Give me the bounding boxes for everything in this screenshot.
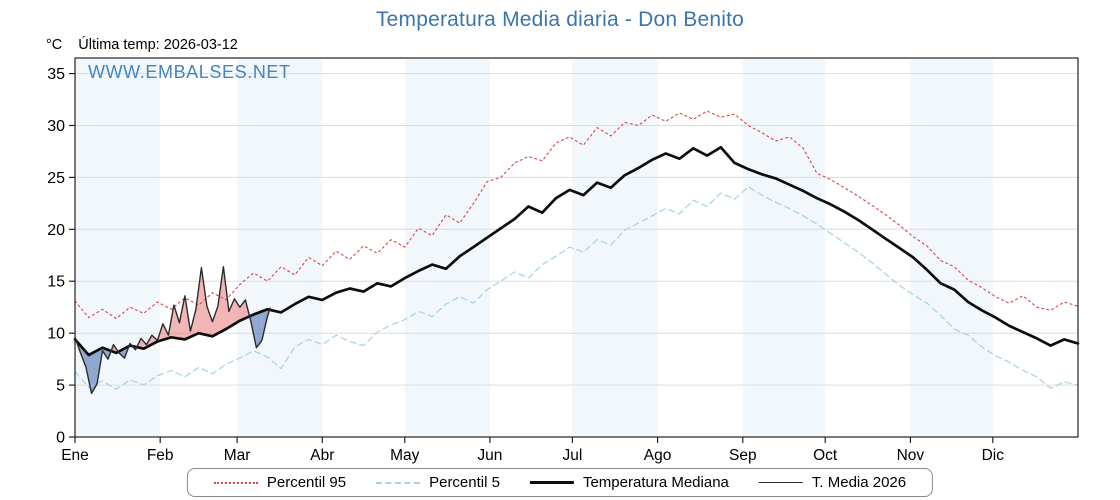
x-tick-label: Abr	[310, 447, 334, 464]
y-tick-label: 30	[47, 118, 65, 135]
legend-item-mediana: Temperatura Mediana	[529, 474, 729, 491]
fill-above-median	[212, 306, 218, 337]
legend-item-tmedia2026: T. Media 2026	[758, 474, 907, 491]
month-band	[237, 58, 323, 437]
legend: Percentil 95 Percentil 5 Temperatura Med…	[186, 468, 934, 497]
y-tick-label: 15	[47, 274, 65, 291]
legend-label-tmedia2026: T. Media 2026	[811, 474, 907, 491]
last-temp-label: Última temp: 2026-03-12	[78, 37, 238, 53]
legend-label-percentil95: Percentil 95	[266, 474, 347, 491]
x-tick-label: Jul	[562, 447, 582, 464]
chart-meta-row: °C Última temp: 2026-03-12	[46, 37, 238, 53]
y-tick-label: 0	[56, 430, 65, 447]
fill-above-median	[239, 299, 246, 321]
series-line-2-temperatura-mediana	[73, 145, 1080, 357]
plot-border	[74, 57, 1079, 438]
fill-below-median	[91, 350, 97, 394]
series-line-0-percentil-95	[74, 110, 1079, 320]
fill-above-median	[206, 306, 213, 337]
legend-swatch-tmedia2026-icon	[758, 482, 803, 483]
y-tick-label: 5	[56, 378, 65, 395]
fill-above-median	[179, 295, 185, 340]
fill-above-median	[173, 305, 180, 339]
fill-above-median	[217, 266, 224, 334]
x-tick-label: Mar	[224, 447, 251, 464]
legend-swatch-mediana-icon	[529, 481, 574, 484]
legend-item-percentil5: Percentil 5	[376, 474, 500, 491]
fill-below-median	[256, 311, 262, 348]
month-band	[572, 58, 658, 437]
x-tick-label: Sep	[729, 447, 757, 464]
y-axis-unit-label: °C	[46, 37, 63, 53]
fill-below-median	[86, 351, 92, 394]
legend-item-percentil95: Percentil 95	[213, 474, 347, 491]
legend-label-mediana: Temperatura Mediana	[582, 474, 729, 491]
x-tick-label: Ago	[644, 447, 672, 464]
legend-label-percentil5: Percentil 5	[429, 474, 500, 491]
series-line-3-t-media-2026	[74, 266, 271, 395]
month-band	[75, 58, 161, 437]
chart-title: Temperatura Media diaria - Don Benito	[375, 8, 745, 31]
legend-swatch-percentil95-icon	[213, 481, 258, 484]
x-tick-label: Oct	[813, 447, 838, 464]
fill-above-median	[201, 267, 207, 335]
x-tick-label: Nov	[897, 447, 925, 464]
x-tick-label: Feb	[147, 447, 174, 464]
y-tick-label: 20	[47, 222, 65, 239]
y-tick-label: 35	[47, 66, 65, 83]
y-tick-label: 25	[47, 170, 65, 187]
x-tick-label: May	[390, 447, 420, 464]
fill-above-median	[195, 267, 202, 335]
month-band	[404, 58, 490, 437]
chart-canvas: 0 5 10 15 20 25 30 35 Ene Feb Mar Abr May Jun Jul Ago Se…	[47, 57, 1080, 464]
month-band	[742, 58, 826, 437]
y-tick-label: 10	[47, 326, 65, 343]
x-tick-label: Ene	[61, 447, 89, 464]
series-line-1-percentil-5	[74, 186, 1079, 390]
x-tick-label: Jun	[477, 447, 502, 464]
legend-swatch-percentil5-icon	[376, 481, 421, 484]
x-tick-label: Dic	[982, 447, 1005, 464]
fill-above-median	[228, 298, 235, 328]
month-band	[910, 58, 993, 437]
watermark: WWW.EMBALSES.NET	[88, 62, 291, 82]
